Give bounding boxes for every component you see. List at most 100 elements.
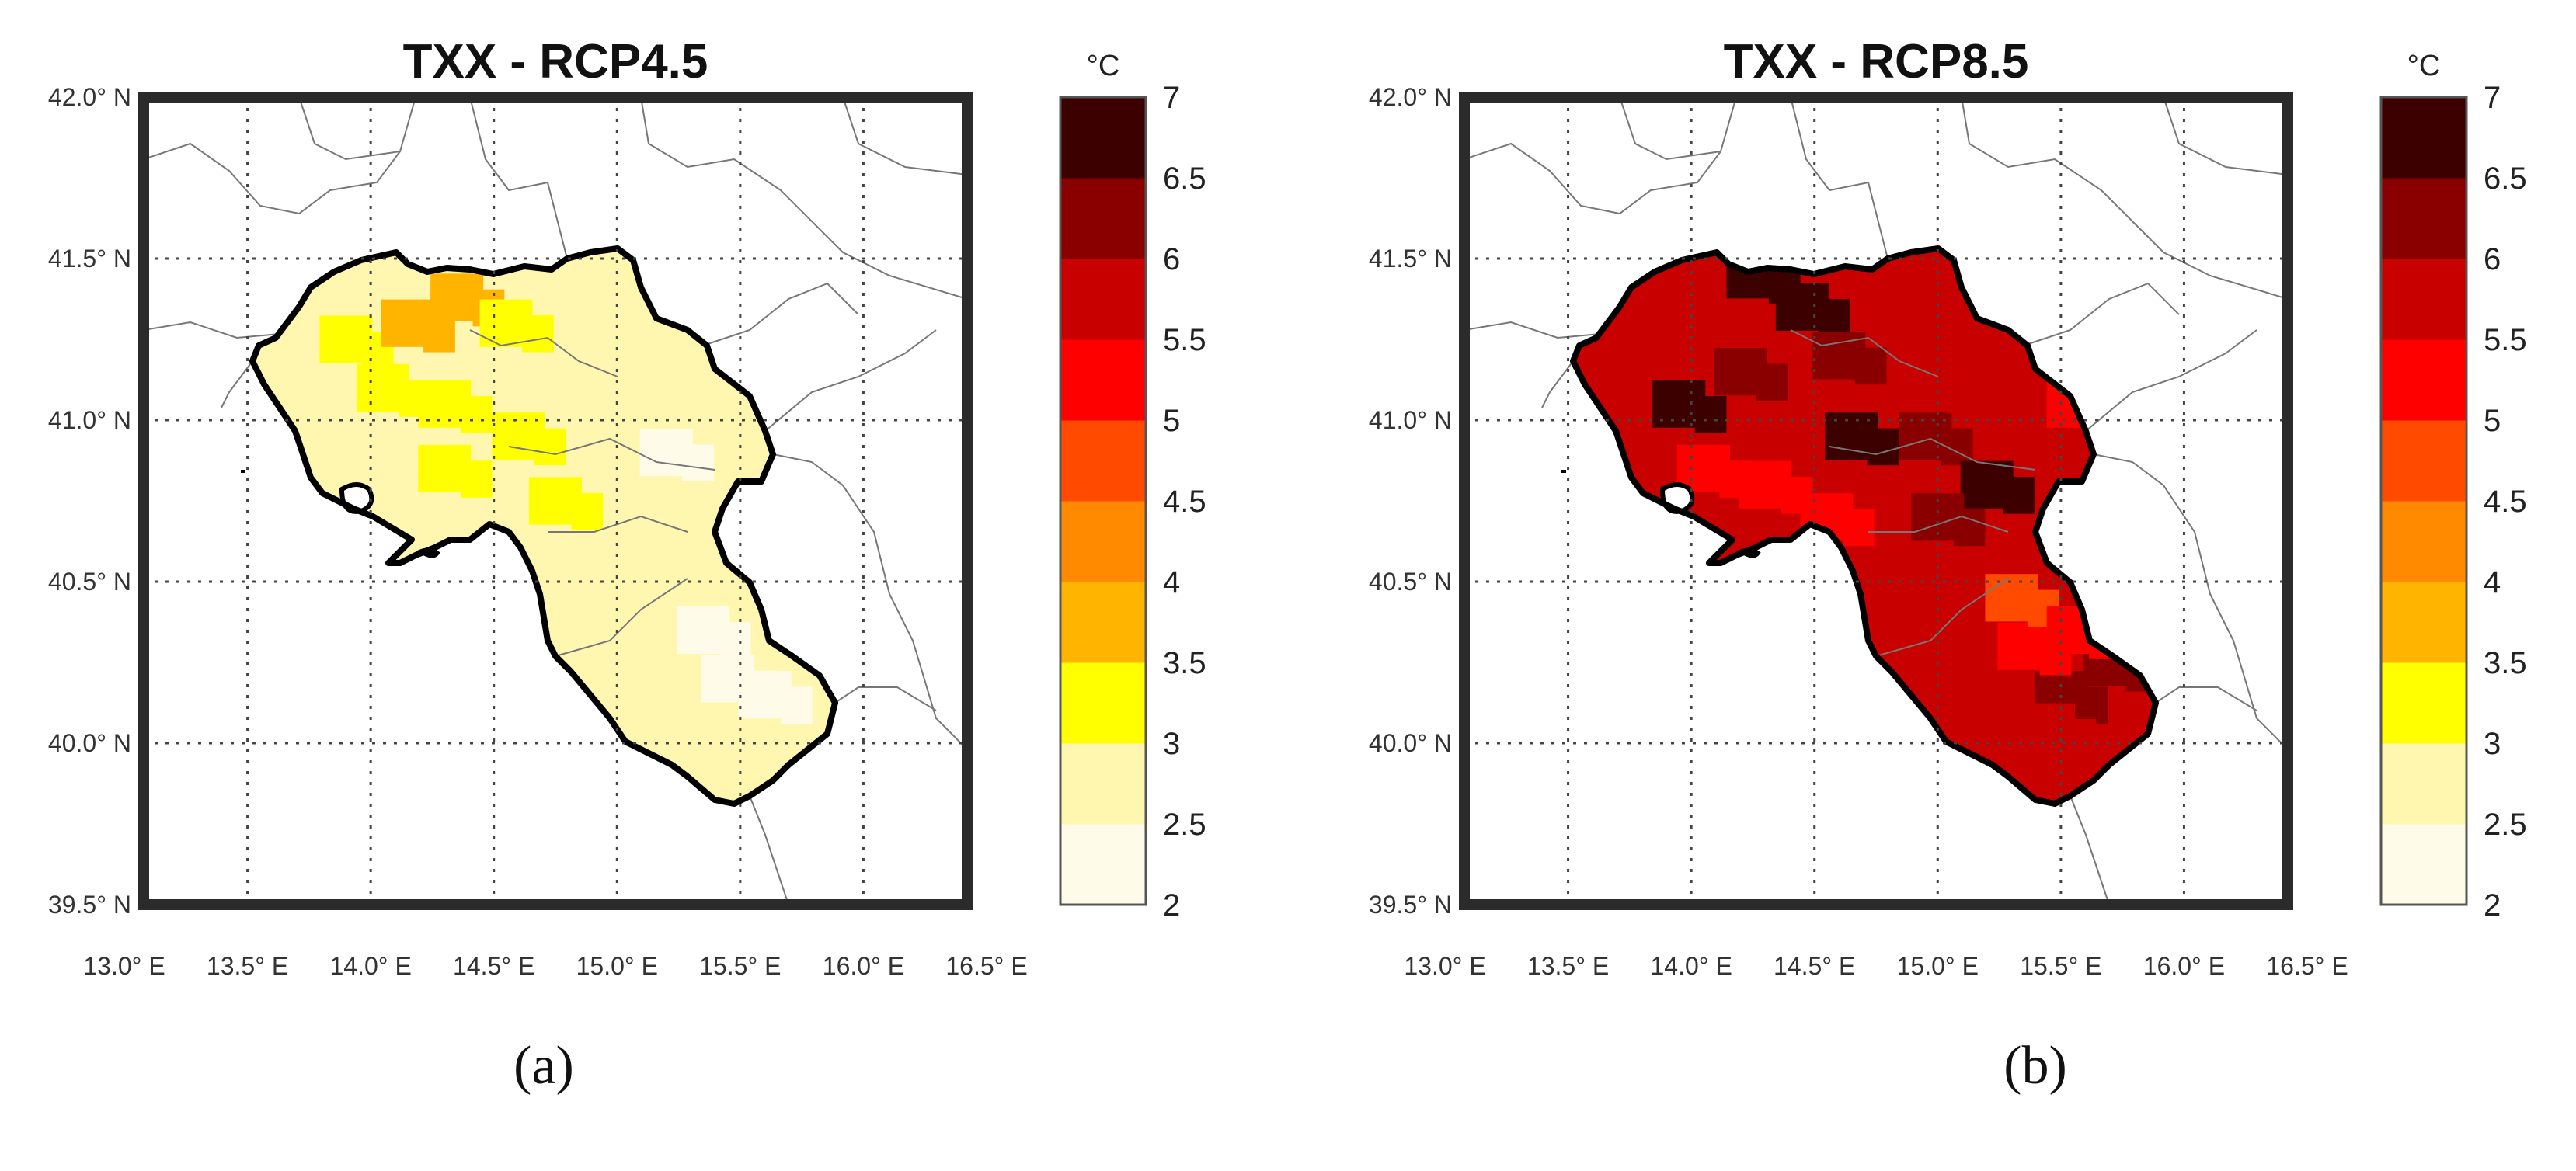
colorbar-segment	[1060, 662, 1146, 744]
border-line	[749, 795, 789, 905]
lat-tick-label: 40.5° N	[48, 568, 131, 596]
border-line	[1961, 97, 2288, 300]
lon-tick-label: 14.0° E	[329, 952, 411, 980]
colorbar-segment	[2381, 178, 2466, 259]
colorbar-tick-label: 6.5	[2484, 162, 2527, 196]
lat-tick-label: 39.5° N	[48, 891, 131, 919]
colorbar-tick-label: 3	[1163, 727, 1180, 761]
panel-a-title: TXX - RCP4.5	[403, 35, 708, 89]
map-frame	[138, 92, 973, 910]
border-line	[1829, 437, 2036, 471]
colorbar-frame	[1059, 96, 1147, 906]
colorbar-tick-label: 4	[2484, 565, 2501, 599]
lon-tick-label: 15.5° E	[2020, 952, 2101, 980]
border-line	[555, 578, 688, 657]
panel-a-caption: (a)	[513, 1036, 574, 1096]
colorbar-tick-label: 6	[2484, 242, 2501, 276]
border-line	[2085, 329, 2257, 432]
colorbar-tick-label: 2.5	[1163, 808, 1206, 842]
lon-tick-label: 14.5° E	[1774, 952, 1855, 980]
colorbar-tick-label: 5	[1163, 404, 1180, 438]
lon-tick-label: 16.5° E	[2266, 952, 2348, 980]
lat-tick-label: 40.5° N	[1369, 568, 1452, 596]
colorbar-unit: °C	[1087, 50, 1120, 82]
data-cell	[1694, 396, 1727, 433]
border-line	[1875, 578, 2009, 657]
lon-tick-label: 13.0° E	[1404, 952, 1485, 980]
colorbar-segment	[2381, 743, 2466, 825]
border-line	[764, 329, 937, 432]
colorbar-tick-label: 2.5	[2484, 808, 2527, 842]
colorbar-segment	[2381, 582, 2466, 663]
data-cell	[1719, 460, 1752, 498]
colorbar-tick-label: 5	[2484, 404, 2501, 438]
border-line	[640, 97, 967, 300]
colorbar-tick-label: 4	[1163, 565, 1180, 599]
border-line	[469, 329, 618, 377]
border-line	[2163, 97, 2288, 175]
border-line	[1464, 321, 1601, 339]
colorbar-tick-label: 7	[2484, 81, 2501, 115]
colorbar-tick-label: 5.5	[1163, 323, 1206, 357]
border-line	[2155, 686, 2257, 711]
border-line	[1619, 97, 1721, 161]
island-ponza	[241, 470, 245, 473]
border-line	[221, 360, 253, 408]
data-cell	[719, 622, 751, 659]
colorbar-segment	[1060, 339, 1146, 421]
colorbar-segment	[2381, 824, 2466, 905]
lon-tick-label: 13.5° E	[1527, 952, 1609, 980]
data-cell	[1854, 347, 1887, 385]
colorbar-tick-label: 2	[1163, 888, 1180, 923]
colorbar-unit: °C	[2407, 50, 2441, 82]
colorbar-tick-label: 6.5	[1163, 162, 1206, 196]
lon-tick-label: 15.5° E	[699, 952, 781, 980]
border-line	[1790, 329, 1939, 377]
data-cell	[534, 428, 566, 466]
border-line	[2070, 795, 2110, 905]
lat-tick-label: 41.0° N	[48, 406, 131, 434]
lat-tick-label: 40.0° N	[48, 729, 131, 757]
border-line	[2093, 453, 2288, 750]
data-cell	[2003, 477, 2035, 514]
data-cell	[460, 396, 493, 433]
data-cell	[2076, 686, 2109, 724]
colorbar-tick-label: 2	[2484, 888, 2501, 923]
lon-tick-label: 15.0° E	[576, 952, 658, 980]
lat-tick-label: 41.5° N	[48, 245, 131, 273]
colorbar-segment	[1060, 259, 1146, 340]
border-line	[702, 282, 859, 346]
data-cell	[2064, 719, 2097, 756]
lon-tick-label: 16.0° E	[823, 952, 904, 980]
lon-tick-label: 15.0° E	[1897, 952, 1979, 980]
map-frame	[1459, 92, 2293, 910]
lat-tick-label: 39.5° N	[1369, 891, 1452, 919]
border-line	[469, 97, 568, 259]
colorbar-segment	[1060, 178, 1146, 259]
lat-tick-label: 42.0° N	[1369, 83, 1452, 111]
colorbar-segment	[1060, 97, 1146, 179]
border-line	[1541, 360, 1574, 408]
colorbar-segment	[1060, 501, 1146, 582]
map-panel-a: 42.0° N 41.5° N 41.0° N 40.5° N 40.0° N 39.5°…	[48, 83, 1028, 980]
data-cell	[571, 492, 604, 530]
lat-tick-label: 41.5° N	[1369, 245, 1452, 273]
lat-tick-label: 42.0° N	[48, 83, 131, 111]
colorbar-tick-label: 4.5	[2484, 485, 2527, 519]
colorbar-a: 2 2.5 3 3.5 4 4.5 5 5.5 6 6.5 7 °C	[1059, 50, 1206, 923]
panel-b-caption: (b)	[2003, 1036, 2067, 1096]
colorbar-tick-label: 3.5	[1163, 646, 1206, 680]
gridlines	[144, 97, 967, 905]
panel-b-title: TXX - RCP8.5	[1724, 35, 2029, 89]
colorbar-tick-label: 3	[2484, 727, 2501, 761]
data-cell	[521, 315, 554, 353]
data-cell	[1756, 363, 1788, 401]
admin-borders	[144, 97, 967, 905]
colorbar-tick-label: 4.5	[1163, 485, 1206, 519]
lon-tick-label: 16.0° E	[2143, 952, 2225, 980]
data-cell	[1818, 299, 1850, 336]
border-line	[772, 453, 967, 750]
colorbar-segment	[1060, 582, 1146, 663]
colorbar-tick-label: 3.5	[2484, 646, 2527, 680]
